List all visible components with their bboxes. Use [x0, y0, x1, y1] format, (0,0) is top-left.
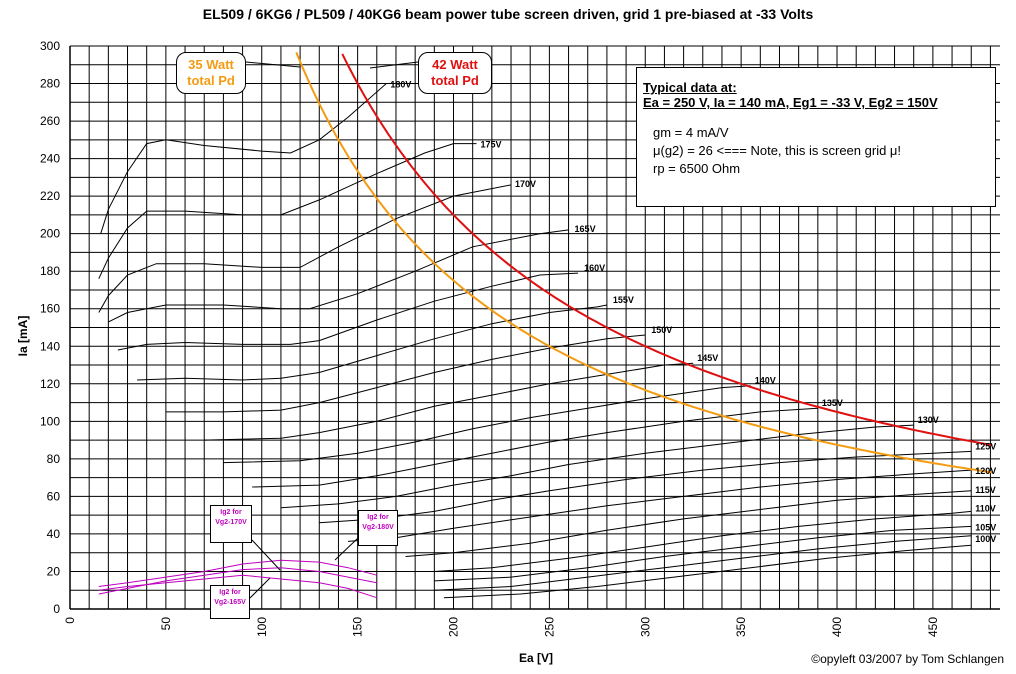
plate-curve-115V [405, 490, 972, 557]
plate-curve-150V [165, 334, 646, 413]
x-tick-label: 50 [159, 617, 173, 631]
curve-label-130V: 130V [918, 415, 939, 425]
curve-label-135V: 135V [822, 398, 843, 408]
copyright-note: ©opyleft 03/2007 by Tom Schlangen [811, 652, 1004, 666]
curve-label-115V: 115V [975, 485, 996, 495]
screen-current-curves [98, 559, 377, 599]
power-limit-35w [295, 52, 993, 474]
callout-leaders [245, 61, 419, 599]
power-limit-42w [341, 53, 993, 447]
x-tick-label: 400 [830, 617, 844, 637]
x-tick-label: 100 [255, 617, 269, 637]
curve-label-140V: 140V [755, 376, 776, 386]
y-tick-label: 60 [47, 489, 61, 503]
x-tick-label: 300 [638, 617, 652, 637]
y-tick-label: 260 [40, 114, 60, 128]
x-tick-label: 250 [542, 617, 556, 637]
plate-curve-110V [434, 510, 972, 572]
power-limit-curves [295, 52, 993, 474]
mu-value: μ(g2) = 26 <=== Note, this is screen gri… [653, 143, 902, 158]
tick-labels: 0 20 40 60 80 100 120 140 160 180 200 220 240 260 280 3… [40, 39, 940, 637]
plate-curve-120V [347, 469, 972, 542]
y-tick-label: 40 [47, 527, 61, 541]
x-tick-label: 200 [447, 617, 461, 637]
plate-curve-95V [443, 544, 972, 599]
callout-leader [334, 537, 359, 561]
y-tick-label: 280 [40, 77, 60, 91]
y-tick-label: 20 [47, 564, 61, 578]
plate-curve-175V [98, 143, 477, 279]
plate-curve-160V [117, 272, 579, 351]
plate-curve-125V [319, 450, 972, 524]
plate-curves [98, 83, 972, 599]
y-axis-label: Ia [mA] [16, 316, 30, 357]
typical-data-heading: Typical data at: [643, 80, 737, 95]
curve-label-100V: 100V [975, 534, 996, 544]
plate-curve-155V [137, 304, 607, 381]
curve-label-150V: 150V [651, 325, 672, 335]
curve-label-175V: 175V [481, 140, 502, 150]
callout-ig2-180v: Ig2 for Vg2-180V [358, 510, 398, 546]
y-tick-label: 100 [40, 414, 60, 428]
curve-label-170V: 170V [515, 179, 536, 189]
x-tick-label: 150 [351, 617, 365, 637]
callout-leader [245, 61, 301, 68]
y-tick-label: 180 [40, 264, 60, 278]
y-tick-label: 200 [40, 227, 60, 241]
rp-value: rp = 6500 Ohm [653, 161, 741, 176]
curve-label-165V: 165V [575, 224, 596, 234]
y-tick-label: 160 [40, 302, 60, 316]
plate-curve-130V [280, 424, 914, 509]
callout-ig2-165v: Ig2 for Vg2-165V [210, 585, 250, 619]
curve-labels: 180V 175V 170V 165V 160V 155V 150V 145V 140V 135V… [390, 80, 996, 544]
x-axis-label: Ea [V] [519, 651, 553, 665]
curve-label-120V: 120V [975, 466, 996, 476]
x-tick-label: 350 [734, 617, 748, 637]
callout-42-watt: 42 Watt total Pd [418, 52, 492, 94]
plate-curve-165V [108, 229, 569, 323]
chart-title: EL509 / 6KG6 / PL509 / 40KG6 beam power … [202, 6, 814, 22]
callout-35-watt: 35 Watt total Pd [176, 52, 246, 94]
x-tick-label: 0 [63, 617, 77, 624]
screen-curve [98, 574, 377, 599]
curve-label-105V: 105V [975, 522, 996, 532]
curve-label-155V: 155V [613, 295, 634, 305]
callout-ig2-170v: Ig2 for Vg2-170V [210, 505, 252, 543]
y-tick-label: 240 [40, 152, 60, 166]
y-tick-label: 300 [40, 39, 60, 53]
gm-value: gm = 4 mA/V [653, 125, 729, 140]
callout-leader [249, 577, 271, 599]
plate-curve-180V [100, 83, 387, 234]
plate-curve-170V [98, 184, 512, 313]
callout-leader [369, 61, 419, 69]
callout-leader [251, 539, 281, 571]
curve-label-145V: 145V [697, 353, 718, 363]
y-tick-label: 220 [40, 189, 60, 203]
y-tick-label: 140 [40, 339, 60, 353]
plate-curve-145V [204, 362, 694, 441]
curve-label-125V: 125V [975, 441, 996, 451]
screen-curve [98, 559, 377, 587]
curve-label-180V: 180V [390, 80, 411, 90]
y-tick-label: 80 [47, 452, 61, 466]
curve-label-160V: 160V [584, 263, 605, 273]
plate-curve-140V [223, 385, 751, 464]
y-tick-label: 120 [40, 377, 60, 391]
curve-label-110V: 110V [975, 503, 996, 513]
x-tick-label: 450 [926, 617, 940, 637]
y-tick-label: 0 [53, 602, 60, 616]
typical-data-conditions: Ea = 250 V, Ia = 140 mA, Eg1 = -33 V, Eg… [643, 95, 938, 110]
plate-curve-105V [434, 525, 972, 582]
screen-curve [98, 567, 377, 595]
typical-data-box: Typical data at: Ea = 250 V, Ia = 140 mA… [636, 67, 996, 207]
plate-curve-100V [434, 535, 972, 591]
